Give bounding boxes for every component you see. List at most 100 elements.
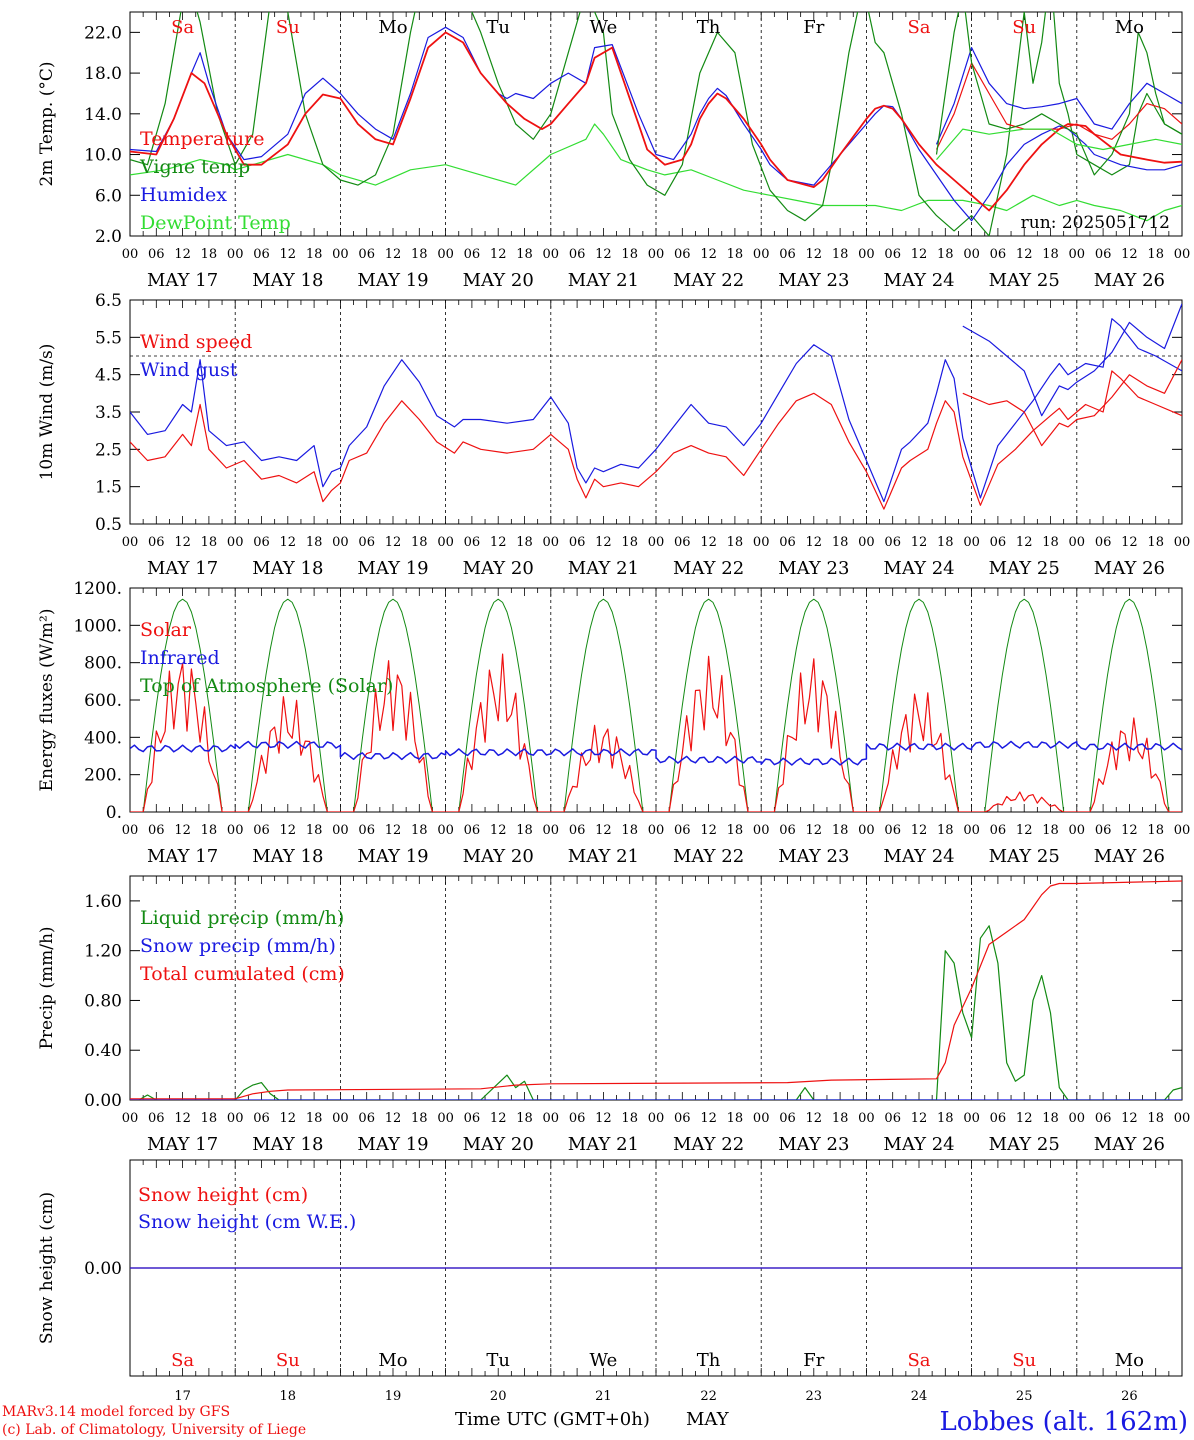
date-label: MAY 17 (147, 270, 218, 291)
hour-label: 18 (201, 1111, 218, 1126)
date-label: MAY 21 (568, 846, 639, 867)
hour-label: 18 (621, 823, 638, 838)
hour-label: 18 (937, 247, 954, 262)
hour-label: 18 (411, 823, 428, 838)
footer-model: MARv3.14 model forced by GFS (2, 1404, 230, 1420)
y-tick-label: 1.60 (84, 892, 122, 912)
hour-label: 06 (1095, 247, 1112, 262)
hour-label: 00 (648, 823, 665, 838)
panel-5: 0.00 Snow height (cm) Snow height (cm) Snow… (37, 1159, 1183, 1404)
hour-label: 12 (385, 823, 402, 838)
hour-label: 12 (280, 1111, 297, 1126)
series-wind-speed-tail (962, 359, 1182, 447)
series-wind-gust (130, 318, 1182, 503)
hour-label: 06 (779, 247, 796, 262)
hour-label: 00 (753, 247, 770, 262)
hour-label: 00 (543, 247, 560, 262)
hour-label: 06 (1095, 535, 1112, 550)
day-abbr: Tu (486, 17, 510, 38)
hour-label: 12 (911, 535, 928, 550)
y-tick-label: 1000. (73, 616, 122, 636)
hour-label: 00 (122, 535, 139, 550)
hour-label: 06 (569, 1111, 586, 1126)
hour-label: 00 (122, 247, 139, 262)
hour-label: 06 (884, 823, 901, 838)
hour-label: 06 (1095, 823, 1112, 838)
day-number: 26 (1121, 1389, 1138, 1404)
legend-entry: Humidex (140, 184, 227, 206)
y-axis-label: 10m Wind (m/s) (37, 344, 57, 481)
date-label: MAY 19 (357, 558, 428, 579)
y-tick-label: 1200. (73, 579, 122, 599)
hour-label: 12 (806, 1111, 823, 1126)
hour-label: 06 (253, 823, 270, 838)
legend-entry: Snow height (cm W.E.) (138, 1211, 356, 1233)
hour-label: 12 (385, 1111, 402, 1126)
date-label: MAY 26 (1094, 1134, 1165, 1155)
hour-label: 06 (148, 823, 165, 838)
hour-label: 00 (1174, 535, 1191, 550)
plot-area (130, 598, 1182, 812)
date-label: MAY 23 (778, 846, 849, 867)
day-number: 19 (385, 1389, 402, 1404)
hour-label: 06 (464, 247, 481, 262)
hour-label: 00 (963, 1111, 980, 1126)
day-abbr: Fr (803, 1350, 824, 1371)
date-label: MAY 20 (463, 1134, 534, 1155)
hour-label: 18 (937, 1111, 954, 1126)
series-total-cumulated-cm- (130, 880, 1182, 1100)
hour-label: 12 (806, 823, 823, 838)
hour-label: 06 (464, 823, 481, 838)
hour-label: 00 (437, 1111, 454, 1126)
day-number: 18 (280, 1389, 297, 1404)
hour-label: 18 (306, 1111, 323, 1126)
hour-label: 00 (753, 823, 770, 838)
hour-label: 18 (306, 535, 323, 550)
y-tick-label: 800. (84, 654, 122, 674)
date-label: MAY 19 (357, 846, 428, 867)
day-abbr: Sa (907, 17, 930, 38)
hour-label: 18 (306, 823, 323, 838)
hour-label: 12 (174, 823, 191, 838)
hour-label: 18 (1042, 823, 1059, 838)
hour-label: 00 (1174, 823, 1191, 838)
date-label: MAY 17 (147, 558, 218, 579)
date-label: MAY 17 (147, 1134, 218, 1155)
date-label: MAY 22 (673, 558, 744, 579)
hour-label: 06 (253, 535, 270, 550)
legend-entry: Wind speed (140, 331, 252, 353)
day-number: 25 (1016, 1389, 1033, 1404)
hour-label: 00 (1174, 1111, 1191, 1126)
hour-label: 18 (516, 535, 533, 550)
date-label: MAY 24 (883, 1134, 954, 1155)
hour-label: 00 (332, 247, 349, 262)
hour-label: 00 (227, 535, 244, 550)
y-tick-label: 5.5 (95, 328, 122, 348)
hour-label: 18 (201, 535, 218, 550)
hour-label: 12 (1121, 535, 1138, 550)
hour-label: 06 (253, 1111, 270, 1126)
panel-frame (129, 587, 1183, 813)
hour-label: 06 (884, 1111, 901, 1126)
hour-label: 06 (358, 823, 375, 838)
hour-label: 18 (832, 247, 849, 262)
hour-label: 18 (621, 1111, 638, 1126)
hour-label: 06 (779, 535, 796, 550)
plot-area (130, 303, 1182, 510)
series-temperature-tail (935, 62, 1182, 150)
hour-label: 12 (700, 1111, 717, 1126)
series-vigne-tail (935, 12, 1182, 176)
day-abbr: Su (276, 17, 300, 38)
hour-label: 12 (174, 247, 191, 262)
y-tick-label: 200. (84, 766, 122, 786)
hour-label: 18 (201, 823, 218, 838)
y-tick-label: 0.00 (84, 1091, 122, 1111)
day-abbr: Th (697, 1350, 721, 1371)
hour-label: 12 (595, 247, 612, 262)
y-tick-label: 0.00 (84, 1259, 122, 1279)
date-label: MAY 19 (357, 270, 428, 291)
date-label: MAY 22 (673, 1134, 744, 1155)
hour-label: 18 (1042, 247, 1059, 262)
hour-label: 00 (858, 247, 875, 262)
